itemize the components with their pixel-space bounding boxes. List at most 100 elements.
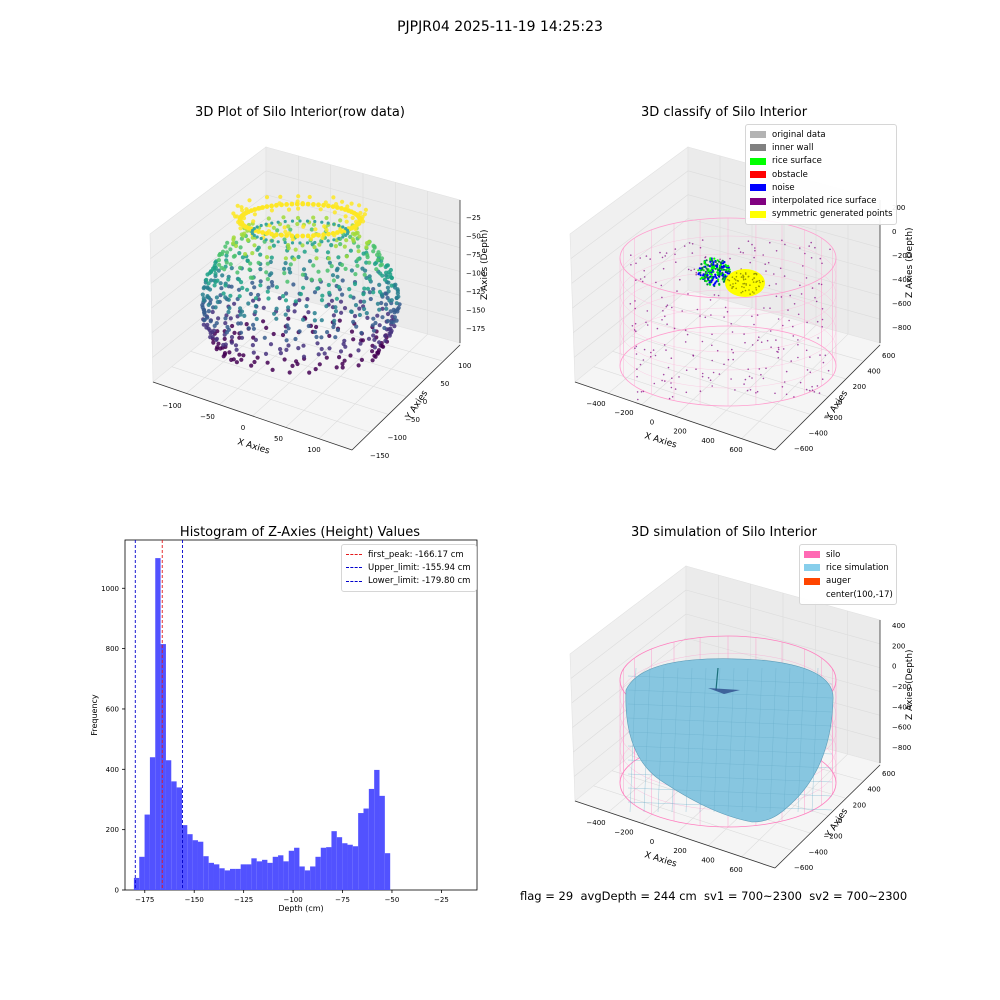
histogram-legend-entry: Upper_limit: -155.94 cm <box>346 561 472 574</box>
raw-point <box>266 285 271 290</box>
classify-point <box>745 283 747 285</box>
classify-point <box>699 274 702 277</box>
raw-point <box>326 231 331 237</box>
classify-point <box>810 241 812 244</box>
raw-point <box>301 267 307 272</box>
raw-point <box>362 272 367 277</box>
classify-point <box>762 280 764 283</box>
classify-point <box>809 356 811 358</box>
classify-point <box>766 339 769 342</box>
raw-point <box>365 315 370 320</box>
raw-point <box>236 287 242 292</box>
classify-point <box>708 283 712 286</box>
classify-point <box>805 349 808 352</box>
raw-point <box>349 268 354 273</box>
histogram-bar <box>278 855 284 890</box>
raw-point <box>228 316 233 321</box>
classify-point <box>711 333 713 336</box>
raw-point <box>318 207 323 212</box>
raw-point <box>218 293 223 298</box>
raw-point <box>342 244 347 249</box>
raw-point <box>379 300 384 306</box>
classify-point <box>755 287 757 289</box>
classify-z-tick-label: −400 <box>892 276 911 284</box>
classify-point <box>712 283 715 286</box>
classify-point <box>704 316 707 319</box>
classify-point <box>758 336 760 339</box>
raw-point <box>333 309 339 314</box>
histogram-bar <box>272 856 279 890</box>
raw-point <box>223 244 228 249</box>
raw-point <box>317 242 322 247</box>
classify-point <box>691 252 694 254</box>
histogram-bar <box>262 859 268 890</box>
raw-point <box>238 306 243 311</box>
histogram-bar <box>160 644 166 890</box>
histogram-legend-label: Lower_limit: -179.80 cm <box>368 576 471 587</box>
raw-point <box>326 239 330 243</box>
sim-mesh-line <box>741 667 749 813</box>
sim-y-tick-label: −200 <box>823 833 842 841</box>
raw-y-tick-label: −150 <box>370 452 389 460</box>
raw-point <box>220 273 225 278</box>
raw-point <box>229 335 235 340</box>
raw-point <box>321 232 326 238</box>
raw-z-tick-label: −100 <box>466 270 485 278</box>
raw-point <box>283 240 287 245</box>
raw-point <box>233 243 239 249</box>
raw-point <box>371 290 376 295</box>
classify-point <box>712 371 715 374</box>
classify-point <box>723 265 726 268</box>
raw-point <box>218 346 223 351</box>
classify-point <box>722 268 726 271</box>
raw-point <box>289 201 295 207</box>
classify-point <box>709 379 712 382</box>
classify-point <box>715 264 718 268</box>
histogram-legend-swatch <box>346 580 362 582</box>
raw-point <box>389 275 394 280</box>
raw-point <box>364 275 369 280</box>
classify-point <box>797 339 799 341</box>
classify-point <box>752 281 755 283</box>
raw-point <box>319 318 324 323</box>
classify-point <box>792 325 794 328</box>
classify-point <box>753 292 755 294</box>
classify-point <box>741 290 744 293</box>
classify-point <box>706 274 709 277</box>
classify-point <box>717 278 720 281</box>
raw-point <box>229 266 234 271</box>
footer-status-text: flag = 29 avgDepth = 244 cm sv1 = 700~23… <box>520 889 908 903</box>
classify-point <box>769 241 771 244</box>
raw-point <box>242 231 247 236</box>
raw-point <box>216 258 221 263</box>
histogram-bar <box>208 862 214 890</box>
classify-point <box>718 282 721 286</box>
raw-point <box>301 343 306 348</box>
classify-point <box>735 287 737 290</box>
raw-point <box>281 294 286 299</box>
raw-point <box>388 330 394 335</box>
classify-point <box>636 391 639 393</box>
classify-point <box>799 381 802 384</box>
classify-point <box>679 278 681 281</box>
classify-point <box>698 267 701 270</box>
classify-point <box>739 251 742 253</box>
classify-point <box>688 242 691 244</box>
sim-y-tick-label: 400 <box>867 786 880 794</box>
raw-point <box>315 286 320 291</box>
raw-point <box>274 285 279 290</box>
classify-point <box>753 323 755 326</box>
histogram-bar <box>384 853 391 890</box>
classify-point <box>634 307 636 310</box>
classify-point <box>640 391 643 393</box>
histogram-bar <box>149 757 156 890</box>
classify-point <box>777 346 780 349</box>
classify-point <box>760 341 763 344</box>
raw-point <box>363 207 368 212</box>
classify-point <box>777 351 779 353</box>
classify-point <box>723 260 726 264</box>
classify-silo-ring <box>619 253 837 335</box>
raw-point <box>313 329 318 335</box>
classify-point <box>719 261 723 264</box>
classify-point <box>695 271 698 274</box>
